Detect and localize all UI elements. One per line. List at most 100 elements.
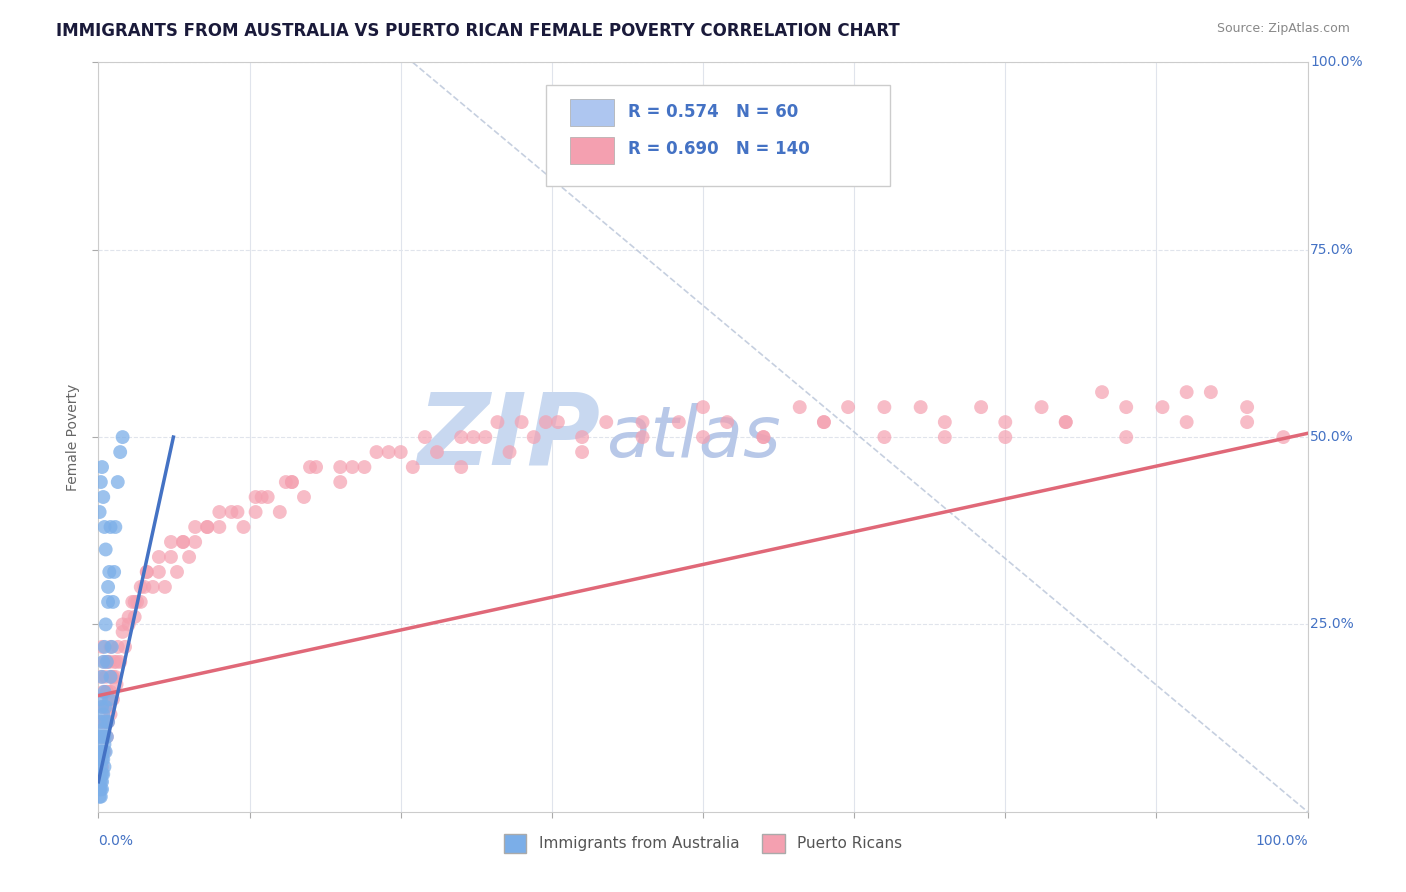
Point: [752, 430, 775, 444]
Point: [208, 520, 231, 534]
Point: [172, 535, 194, 549]
Point: [994, 415, 1017, 429]
Point: [89, 782, 111, 797]
Point: [1199, 385, 1222, 400]
Point: [90, 670, 112, 684]
Point: [91, 752, 114, 766]
Point: [353, 460, 375, 475]
Text: 100.0%: 100.0%: [1310, 55, 1362, 70]
Point: [97, 699, 120, 714]
Point: [90, 714, 112, 729]
Point: [402, 460, 425, 475]
Text: R = 0.574   N = 60: R = 0.574 N = 60: [628, 103, 799, 121]
Text: 25.0%: 25.0%: [1310, 617, 1354, 632]
Point: [90, 782, 112, 797]
Point: [91, 723, 114, 737]
Point: [91, 655, 114, 669]
Point: [1115, 400, 1137, 414]
Point: [134, 580, 156, 594]
Point: [100, 670, 122, 684]
Point: [837, 400, 859, 414]
Text: IMMIGRANTS FROM AUSTRALIA VS PUERTO RICAN FEMALE POVERTY CORRELATION CHART: IMMIGRANTS FROM AUSTRALIA VS PUERTO RICA…: [56, 22, 900, 40]
Point: [93, 760, 115, 774]
Point: [571, 445, 593, 459]
Point: [118, 617, 141, 632]
Point: [94, 714, 117, 729]
Point: [107, 475, 129, 489]
Point: [100, 640, 122, 654]
Text: ZIP: ZIP: [418, 389, 600, 485]
Point: [221, 505, 243, 519]
Point: [105, 655, 128, 669]
FancyBboxPatch shape: [546, 85, 890, 186]
Point: [90, 692, 112, 706]
Point: [111, 624, 134, 639]
Point: [232, 520, 254, 534]
Point: [245, 505, 267, 519]
Point: [108, 655, 131, 669]
Point: [91, 460, 114, 475]
Point: [94, 542, 117, 557]
Point: [91, 685, 114, 699]
Point: [93, 655, 115, 669]
Point: [97, 714, 120, 729]
Point: [93, 640, 115, 654]
Point: [474, 430, 496, 444]
Point: [93, 520, 115, 534]
Legend: Immigrants from Australia, Puerto Ricans: Immigrants from Australia, Puerto Ricans: [496, 826, 910, 860]
Point: [91, 714, 114, 729]
Point: [91, 707, 114, 722]
Point: [595, 415, 617, 429]
Point: [91, 640, 114, 654]
Point: [463, 430, 485, 444]
Point: [124, 595, 146, 609]
Point: [426, 445, 449, 459]
Point: [571, 430, 593, 444]
Point: [486, 415, 509, 429]
Point: [498, 445, 520, 459]
Point: [89, 505, 111, 519]
Point: [1054, 415, 1077, 429]
Point: [107, 640, 129, 654]
Point: [148, 565, 170, 579]
Point: [970, 400, 993, 414]
Point: [184, 535, 207, 549]
Point: [342, 460, 364, 475]
Point: [93, 730, 115, 744]
Point: [1054, 415, 1077, 429]
Point: [89, 789, 111, 804]
Point: [910, 400, 932, 414]
Point: [97, 580, 120, 594]
Point: [111, 617, 134, 632]
Point: [179, 549, 201, 564]
Point: [547, 415, 569, 429]
Point: [934, 430, 956, 444]
Point: [450, 430, 472, 444]
Point: [90, 767, 112, 781]
Point: [93, 730, 115, 744]
Point: [91, 699, 114, 714]
Point: [90, 714, 112, 729]
Point: [1272, 430, 1295, 444]
Point: [813, 415, 835, 429]
Point: [208, 505, 231, 519]
Point: [1031, 400, 1053, 414]
Point: [94, 714, 117, 729]
Point: [98, 692, 121, 706]
Text: Source: ZipAtlas.com: Source: ZipAtlas.com: [1216, 22, 1350, 36]
Point: [121, 595, 143, 609]
Point: [172, 535, 194, 549]
Point: [91, 745, 114, 759]
Point: [91, 730, 114, 744]
Point: [91, 699, 114, 714]
Point: [256, 490, 278, 504]
Point: [97, 714, 120, 729]
Point: [91, 752, 114, 766]
Point: [103, 655, 125, 669]
Point: [510, 415, 533, 429]
Point: [1236, 400, 1258, 414]
Point: [94, 699, 117, 714]
Point: [142, 580, 165, 594]
Point: [101, 692, 124, 706]
Point: [245, 490, 267, 504]
